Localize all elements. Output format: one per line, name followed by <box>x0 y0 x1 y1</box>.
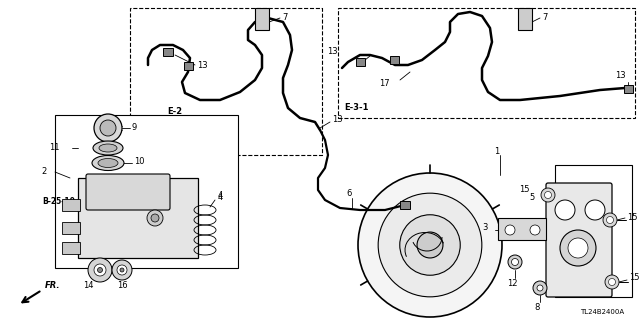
Text: 15: 15 <box>520 186 530 195</box>
Text: 6: 6 <box>346 189 352 198</box>
Text: 15: 15 <box>627 212 637 221</box>
Text: 10: 10 <box>134 158 145 167</box>
Circle shape <box>151 214 159 222</box>
Bar <box>55 115 238 268</box>
Circle shape <box>147 210 163 226</box>
Circle shape <box>607 217 614 224</box>
Circle shape <box>555 200 575 220</box>
Circle shape <box>97 268 102 272</box>
Circle shape <box>568 238 588 258</box>
Text: 13: 13 <box>197 61 207 70</box>
Text: 4: 4 <box>218 194 223 203</box>
Circle shape <box>112 260 132 280</box>
Text: E-2: E-2 <box>167 108 182 116</box>
Bar <box>62 222 80 234</box>
Text: 7: 7 <box>542 13 547 23</box>
Text: E-3-1: E-3-1 <box>344 103 369 113</box>
Bar <box>390 56 399 64</box>
Text: 13: 13 <box>328 48 338 56</box>
Text: 17: 17 <box>380 79 390 88</box>
FancyBboxPatch shape <box>546 183 612 297</box>
Circle shape <box>545 191 552 198</box>
Text: B-25-10: B-25-10 <box>42 197 75 206</box>
Text: 8: 8 <box>534 303 540 313</box>
Circle shape <box>400 215 460 275</box>
Bar <box>163 48 173 56</box>
Text: 11: 11 <box>49 143 60 152</box>
Text: 9: 9 <box>132 122 137 131</box>
Circle shape <box>378 193 482 297</box>
Text: 2: 2 <box>42 167 47 176</box>
Text: 14: 14 <box>83 281 93 291</box>
Text: FR.: FR. <box>45 280 61 290</box>
FancyBboxPatch shape <box>86 174 170 210</box>
Text: 13: 13 <box>332 115 342 124</box>
Text: 16: 16 <box>116 281 127 291</box>
Circle shape <box>560 230 596 266</box>
Circle shape <box>533 281 547 295</box>
Bar <box>62 199 80 211</box>
Circle shape <box>585 200 605 220</box>
Bar <box>338 8 635 118</box>
Bar <box>400 201 410 209</box>
Bar <box>130 8 322 155</box>
Circle shape <box>100 120 116 136</box>
Circle shape <box>94 264 106 276</box>
Circle shape <box>537 285 543 291</box>
Bar <box>184 62 193 70</box>
Bar <box>255 8 269 30</box>
Bar <box>356 58 365 66</box>
Circle shape <box>511 258 518 265</box>
Circle shape <box>120 268 124 272</box>
Ellipse shape <box>92 155 124 170</box>
Text: 15: 15 <box>629 273 639 283</box>
Ellipse shape <box>93 141 123 155</box>
Circle shape <box>609 278 616 286</box>
Text: 5: 5 <box>530 194 535 203</box>
Circle shape <box>605 275 619 289</box>
Ellipse shape <box>99 144 117 152</box>
Circle shape <box>530 225 540 235</box>
Circle shape <box>94 114 122 142</box>
Text: 3: 3 <box>483 224 488 233</box>
Text: 13: 13 <box>614 71 625 80</box>
Circle shape <box>358 173 502 317</box>
Bar <box>62 242 80 254</box>
Circle shape <box>117 265 127 275</box>
Text: 12: 12 <box>507 278 517 287</box>
Bar <box>624 85 633 93</box>
Circle shape <box>603 213 617 227</box>
Text: 4: 4 <box>218 191 223 201</box>
Bar <box>78 178 198 258</box>
Bar <box>518 8 532 30</box>
Circle shape <box>417 232 443 258</box>
Text: 1: 1 <box>494 147 500 157</box>
Bar <box>555 165 632 297</box>
Circle shape <box>508 255 522 269</box>
Text: TL24B2400A: TL24B2400A <box>580 309 624 315</box>
Bar <box>498 218 546 240</box>
Circle shape <box>88 258 112 282</box>
Circle shape <box>541 188 555 202</box>
Circle shape <box>505 225 515 235</box>
Ellipse shape <box>98 159 118 167</box>
Text: 7: 7 <box>282 13 287 23</box>
